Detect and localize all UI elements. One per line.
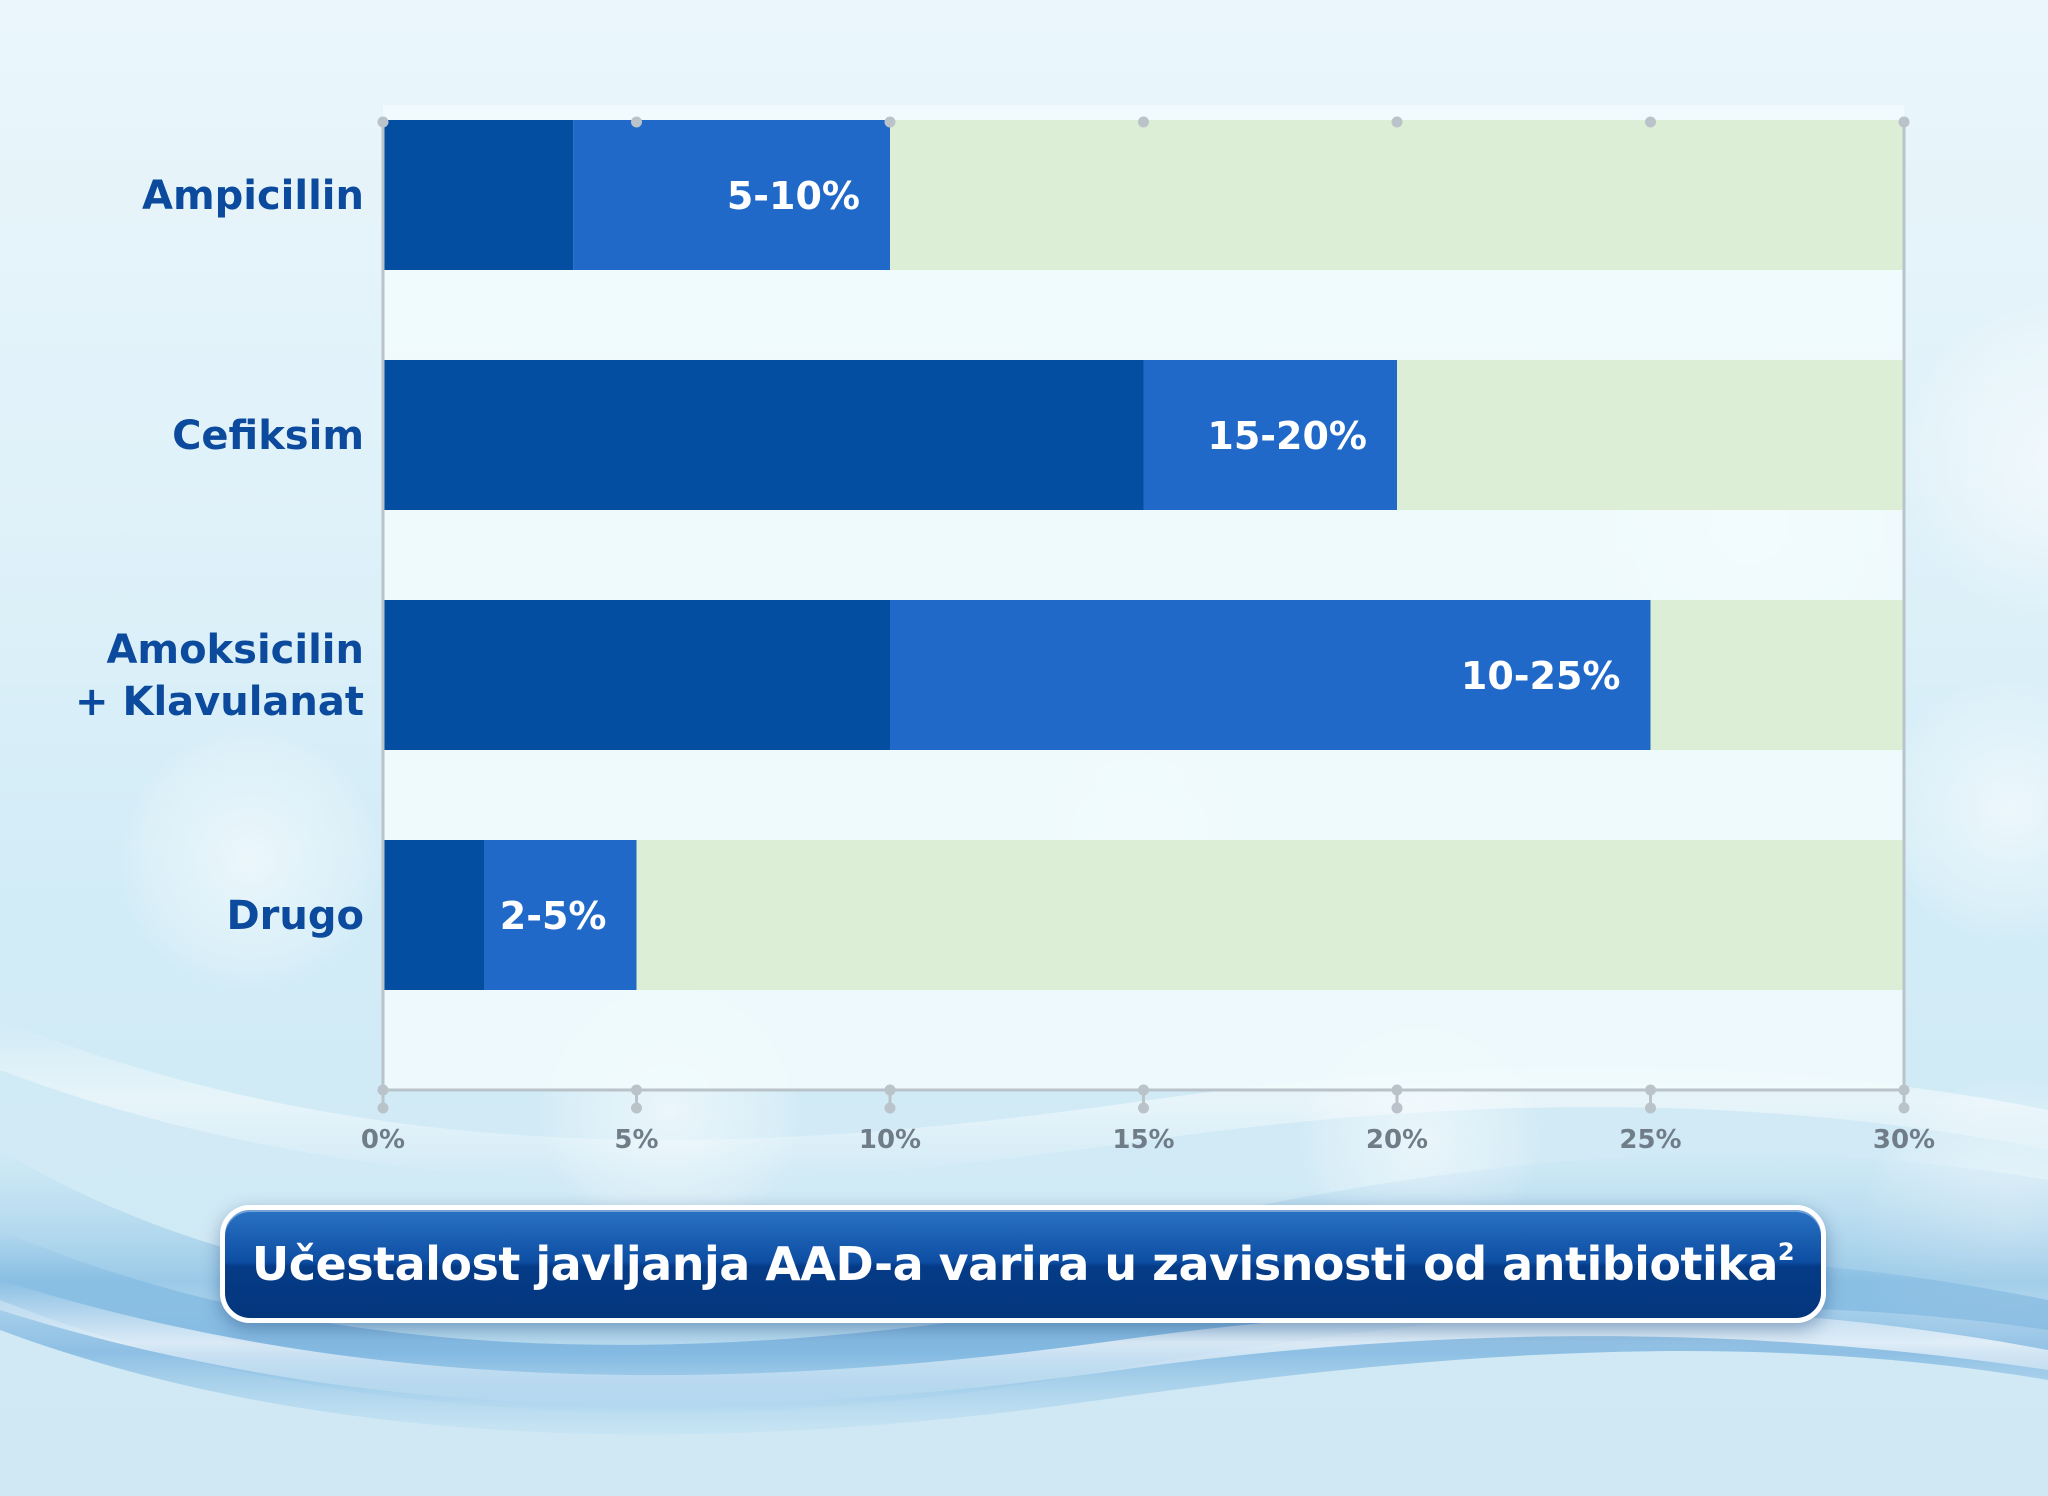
chart-title-text: Učestalost javljanja AAD-a varira u zavi…	[251, 1237, 1779, 1291]
bar-segment-range	[890, 600, 1651, 750]
x-tick-end-dot	[1138, 1102, 1149, 1114]
category-label: Cefiksim	[172, 413, 364, 459]
x-tick-end-dot	[377, 1102, 389, 1114]
category-label: Drugo	[226, 893, 364, 939]
bar-range-label: 15-20%	[1207, 414, 1367, 458]
chart-title: Učestalost javljanja AAD-a varira u zavi…	[251, 1237, 1795, 1291]
top-tick-dot	[1138, 116, 1149, 128]
bar-segment-low	[383, 600, 890, 750]
bar-range-label: 2-5%	[500, 894, 607, 938]
x-tick-end-dot	[631, 1102, 642, 1114]
x-tick-label: 5%	[614, 1125, 658, 1155]
top-tick-dot	[1391, 116, 1403, 128]
bar-segment-low	[383, 840, 485, 990]
chart-title-reference: 2	[1777, 1237, 1795, 1266]
category-label: Ampicillin	[142, 173, 364, 219]
x-tick-end-dot	[1645, 1102, 1656, 1114]
x-tick-label: 20%	[1366, 1125, 1428, 1155]
bokeh-light-7	[120, 730, 380, 990]
x-tick-label: 30%	[1873, 1125, 1935, 1155]
bar-segment-low	[383, 120, 574, 270]
top-tick-dot	[1645, 116, 1656, 128]
category-label: + Klavulanat	[75, 679, 364, 725]
top-tick-dot	[1898, 116, 1910, 128]
x-tick-end-dot	[1898, 1102, 1910, 1114]
x-tick-label: 25%	[1619, 1125, 1681, 1155]
title-banner: Učestalost javljanja AAD-a varira u zavi…	[220, 1205, 1826, 1323]
x-tick-end-dot	[1391, 1102, 1403, 1114]
bar-segment-range	[573, 120, 890, 270]
x-tick-label: 15%	[1112, 1125, 1174, 1155]
category-label: Amoksicilin	[106, 627, 364, 673]
x-tick-label: 0%	[361, 1125, 405, 1155]
top-tick-dot	[884, 116, 896, 128]
top-tick-dot	[631, 116, 642, 128]
bar-range-label: 5-10%	[727, 174, 860, 218]
bar-range-label: 10-25%	[1461, 654, 1621, 698]
x-tick-label: 10%	[859, 1125, 921, 1155]
x-tick-end-dot	[884, 1102, 896, 1114]
bar-segment-low	[383, 360, 1144, 510]
top-tick-dot	[377, 116, 389, 128]
bar-segment-range	[484, 840, 637, 990]
bar-segment-range	[1143, 360, 1397, 510]
